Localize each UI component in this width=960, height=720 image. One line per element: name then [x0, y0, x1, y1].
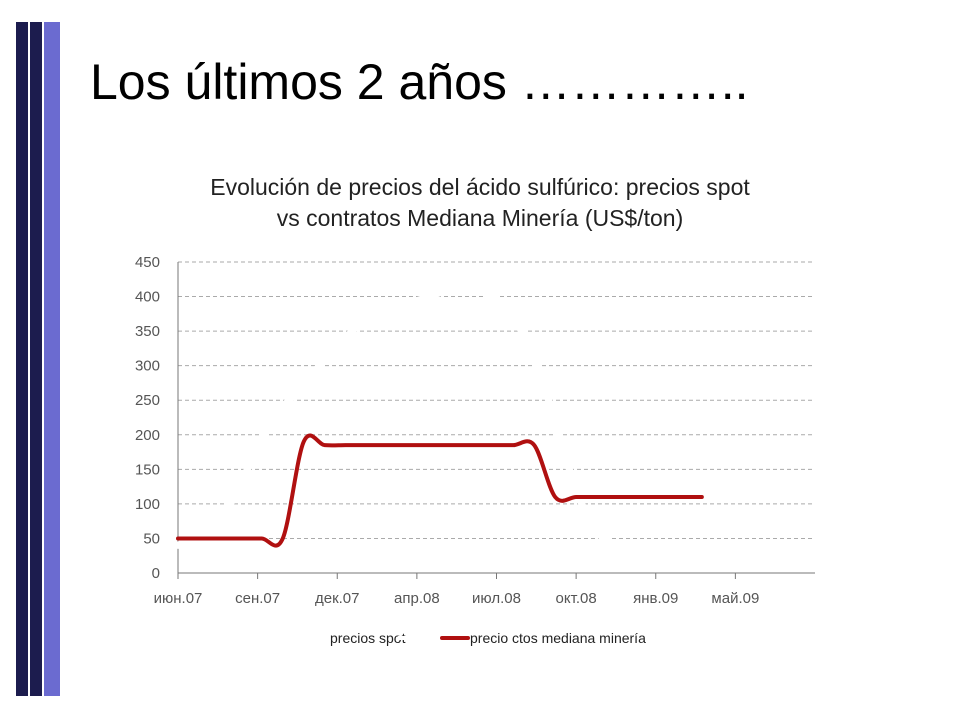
x-tick-label: дек.07	[315, 590, 360, 607]
accent-bar-light	[44, 22, 60, 696]
chart-title: Evolución de precios del ácido sulfúrico…	[120, 172, 840, 234]
x-tick-label: май.09	[711, 590, 759, 607]
y-tick-label: 450	[135, 254, 160, 271]
y-tick-label: 250	[135, 392, 160, 409]
x-tick-label: июн.07	[154, 590, 203, 607]
series-line-precio-ctos-mediana-mineria	[176, 433, 704, 548]
slide-title: Los últimos 2 años …………..	[90, 54, 749, 110]
y-tick-label: 300	[135, 358, 160, 375]
legend-label-precios-spot: precios spot	[330, 630, 406, 646]
series-line-precios-spot	[174, 285, 706, 557]
chart-title-line-2: vs contratos Mediana Minería (US$/ton)	[276, 205, 684, 231]
y-tick-label: 50	[143, 530, 160, 547]
accent-bar-dark-2	[30, 22, 42, 696]
accent-bar-dark-1	[16, 22, 28, 696]
y-tick-label: 350	[135, 323, 160, 340]
y-tick-label: 400	[135, 289, 160, 306]
x-tick-label: окт.08	[556, 590, 597, 607]
y-tick-label: 0	[152, 565, 160, 582]
x-tick-label: июл.08	[472, 590, 521, 607]
y-tick-label: 200	[135, 427, 160, 444]
x-tick-label: янв.09	[633, 590, 678, 607]
x-tick-label: апр.08	[394, 590, 440, 607]
legend-label-precio-ctos-mediana-mineria: precio ctos mediana minería	[470, 630, 646, 646]
y-tick-label: 100	[135, 496, 160, 513]
chart-title-line-1: Evolución de precios del ácido sulfúrico…	[210, 174, 750, 200]
y-tick-label: 150	[135, 461, 160, 478]
x-tick-label: сен.07	[235, 590, 280, 607]
